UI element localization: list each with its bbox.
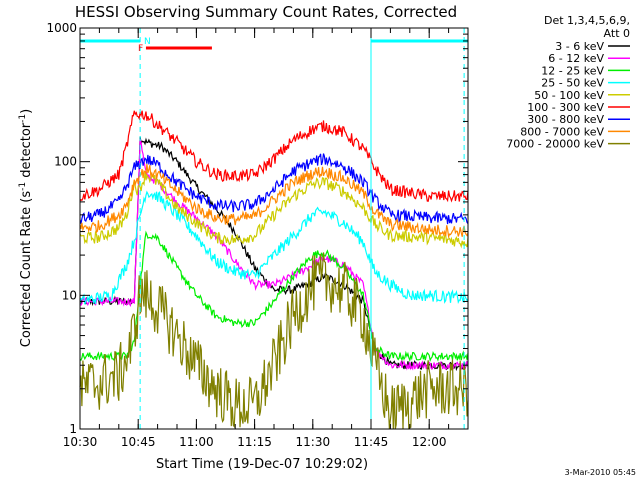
legend-entry-label: 25 - 50 keV xyxy=(541,77,604,90)
series-line xyxy=(79,252,469,430)
x-tick-label: 11:00 xyxy=(179,435,214,449)
y-axis-label: Corrected Count Rate (s-1 detector-1) xyxy=(18,109,34,347)
series-line xyxy=(79,163,469,239)
x-axis: 10:30 10:45 11:00 11:15 11:30 11:45 12:00 xyxy=(63,28,469,449)
legend-entry-label: 800 - 7000 keV xyxy=(520,125,604,138)
legend-entry-label: 6 - 12 keV xyxy=(548,52,604,65)
legend-entry-label: 12 - 25 keV xyxy=(541,64,604,77)
chart-title: HESSI Observing Summary Count Rates, Cor… xyxy=(75,3,457,21)
legend-title: Det 1,3,4,5,6,9, xyxy=(544,14,630,27)
y-tick-label: 100 xyxy=(54,155,77,169)
y-tick-label: 10 xyxy=(62,288,77,302)
plot-annotations: FN xyxy=(80,28,468,429)
y-tick-label: 1000 xyxy=(46,21,77,35)
series-line xyxy=(79,136,469,372)
plot-series xyxy=(79,110,469,430)
legend-entry-label: 3 - 6 keV xyxy=(555,40,604,53)
series-line xyxy=(79,172,469,249)
legend-entry-label: 100 - 300 keV xyxy=(527,101,604,114)
legend-entry-label: 50 - 100 keV xyxy=(534,89,604,102)
legend-entry-label: 7000 - 20000 keV xyxy=(506,138,604,151)
y-axis: 1 10 100 1000 xyxy=(46,21,468,436)
x-tick-label: 11:15 xyxy=(237,435,272,449)
night-flag-label: N xyxy=(144,37,151,47)
series-line xyxy=(79,138,469,371)
y-tick-label: 1 xyxy=(69,422,77,436)
x-tick-label: 10:45 xyxy=(121,435,156,449)
series-line xyxy=(79,153,469,225)
series-line xyxy=(79,110,469,203)
x-tick-label: 12:00 xyxy=(412,435,447,449)
timestamp-stamp: 3-Mar-2010 05:45 xyxy=(565,468,636,477)
x-tick-label: 11:45 xyxy=(354,435,389,449)
legend-entry-label: 300 - 800 keV xyxy=(527,113,604,126)
series-line xyxy=(79,230,469,363)
flare-flag-label: F xyxy=(138,44,143,54)
legend-subtitle: Att 0 xyxy=(604,27,630,40)
x-axis-label: Start Time (19-Dec-07 10:29:02) xyxy=(156,457,368,472)
x-tick-label: 11:30 xyxy=(296,435,331,449)
series-line xyxy=(79,190,469,305)
x-tick-label: 10:30 xyxy=(63,435,98,449)
